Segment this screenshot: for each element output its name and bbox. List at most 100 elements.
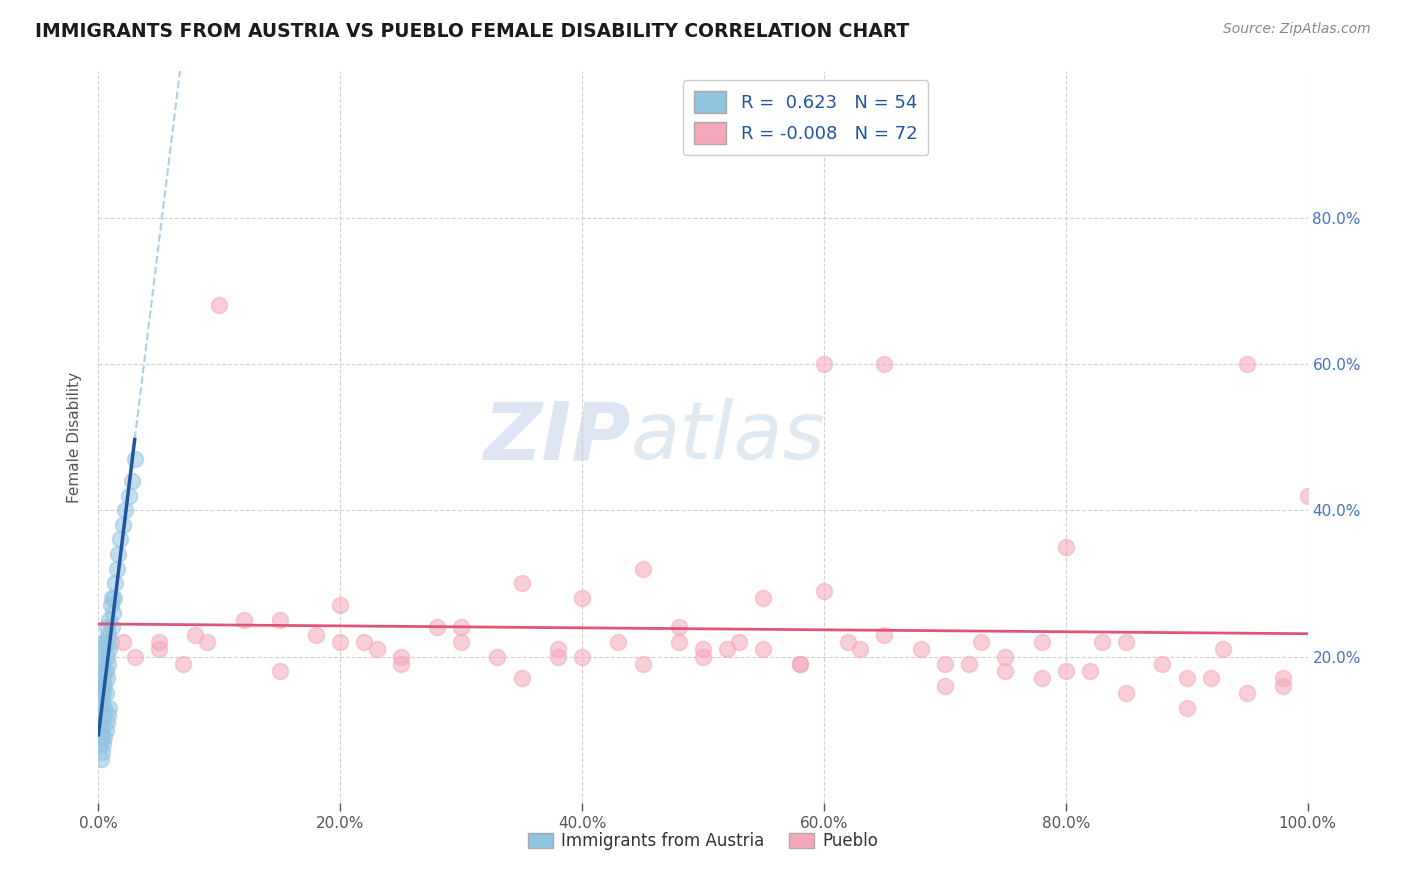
Point: [91, 737, 114, 751]
Point: [91, 730, 114, 744]
Point: [96, 649, 118, 664]
Point: [195, 635, 218, 649]
Point: [97, 708, 120, 723]
Point: [547, 642, 569, 657]
Point: [91, 693, 114, 707]
Point: [111, 635, 134, 649]
Point: [114, 503, 136, 517]
Point: [1236, 357, 1258, 371]
Point: [93, 730, 115, 744]
Point: [96, 672, 118, 686]
Point: [124, 649, 146, 664]
Point: [692, 649, 714, 664]
Point: [366, 642, 388, 657]
Point: [1115, 635, 1137, 649]
Point: [91, 664, 114, 678]
Point: [1272, 679, 1295, 693]
Point: [208, 298, 231, 312]
Point: [789, 657, 811, 671]
Point: [571, 649, 593, 664]
Point: [547, 649, 569, 664]
Point: [97, 627, 120, 641]
Point: [389, 649, 412, 664]
Point: [994, 649, 1017, 664]
Point: [98, 642, 121, 657]
Point: [91, 672, 114, 686]
Text: IMMIGRANTS FROM AUSTRIA VS PUEBLO FEMALE DISABILITY CORRELATION CHART: IMMIGRANTS FROM AUSTRIA VS PUEBLO FEMALE…: [35, 22, 910, 41]
Point: [450, 620, 472, 634]
Point: [1296, 489, 1319, 503]
Point: [111, 517, 134, 532]
Point: [837, 635, 859, 649]
Point: [94, 635, 117, 649]
Point: [668, 635, 690, 649]
Point: [94, 723, 117, 737]
Point: [934, 657, 956, 671]
Text: ZIP: ZIP: [484, 398, 630, 476]
Point: [269, 613, 291, 627]
Point: [97, 657, 120, 671]
Point: [1212, 642, 1234, 657]
Point: [104, 576, 127, 591]
Point: [305, 627, 328, 641]
Point: [232, 613, 254, 627]
Point: [426, 620, 449, 634]
Point: [631, 657, 654, 671]
Point: [934, 679, 956, 693]
Point: [1054, 540, 1077, 554]
Point: [100, 620, 122, 634]
Point: [148, 642, 170, 657]
Point: [101, 606, 124, 620]
Y-axis label: Female Disability: Female Disability: [67, 371, 83, 503]
Point: [957, 657, 980, 671]
Point: [100, 599, 122, 613]
Point: [103, 591, 125, 605]
Point: [716, 642, 738, 657]
Point: [1054, 664, 1077, 678]
Point: [1175, 700, 1198, 714]
Point: [90, 723, 112, 737]
Point: [631, 562, 654, 576]
Point: [1175, 672, 1198, 686]
Point: [98, 700, 121, 714]
Point: [813, 357, 835, 371]
Point: [91, 649, 114, 664]
Point: [353, 635, 375, 649]
Point: [752, 642, 775, 657]
Point: [1031, 672, 1053, 686]
Point: [91, 715, 114, 730]
Point: [329, 599, 352, 613]
Text: Source: ZipAtlas.com: Source: ZipAtlas.com: [1223, 22, 1371, 37]
Point: [873, 357, 896, 371]
Point: [668, 620, 690, 634]
Point: [93, 664, 115, 678]
Point: [1115, 686, 1137, 700]
Point: [105, 562, 128, 576]
Point: [96, 715, 118, 730]
Point: [121, 474, 143, 488]
Point: [148, 635, 170, 649]
Point: [849, 642, 872, 657]
Point: [89, 708, 111, 723]
Point: [91, 642, 114, 657]
Point: [607, 635, 630, 649]
Point: [486, 649, 509, 664]
Point: [1236, 686, 1258, 700]
Point: [90, 672, 112, 686]
Point: [389, 657, 412, 671]
Point: [91, 679, 114, 693]
Point: [91, 686, 114, 700]
Point: [1199, 672, 1222, 686]
Point: [96, 620, 118, 634]
Point: [789, 657, 811, 671]
Point: [1091, 635, 1114, 649]
Point: [94, 664, 117, 678]
Point: [752, 591, 775, 605]
Point: [450, 635, 472, 649]
Text: atlas: atlas: [630, 398, 825, 476]
Point: [90, 752, 112, 766]
Point: [1031, 635, 1053, 649]
Point: [107, 547, 129, 561]
Point: [571, 591, 593, 605]
Point: [90, 700, 112, 714]
